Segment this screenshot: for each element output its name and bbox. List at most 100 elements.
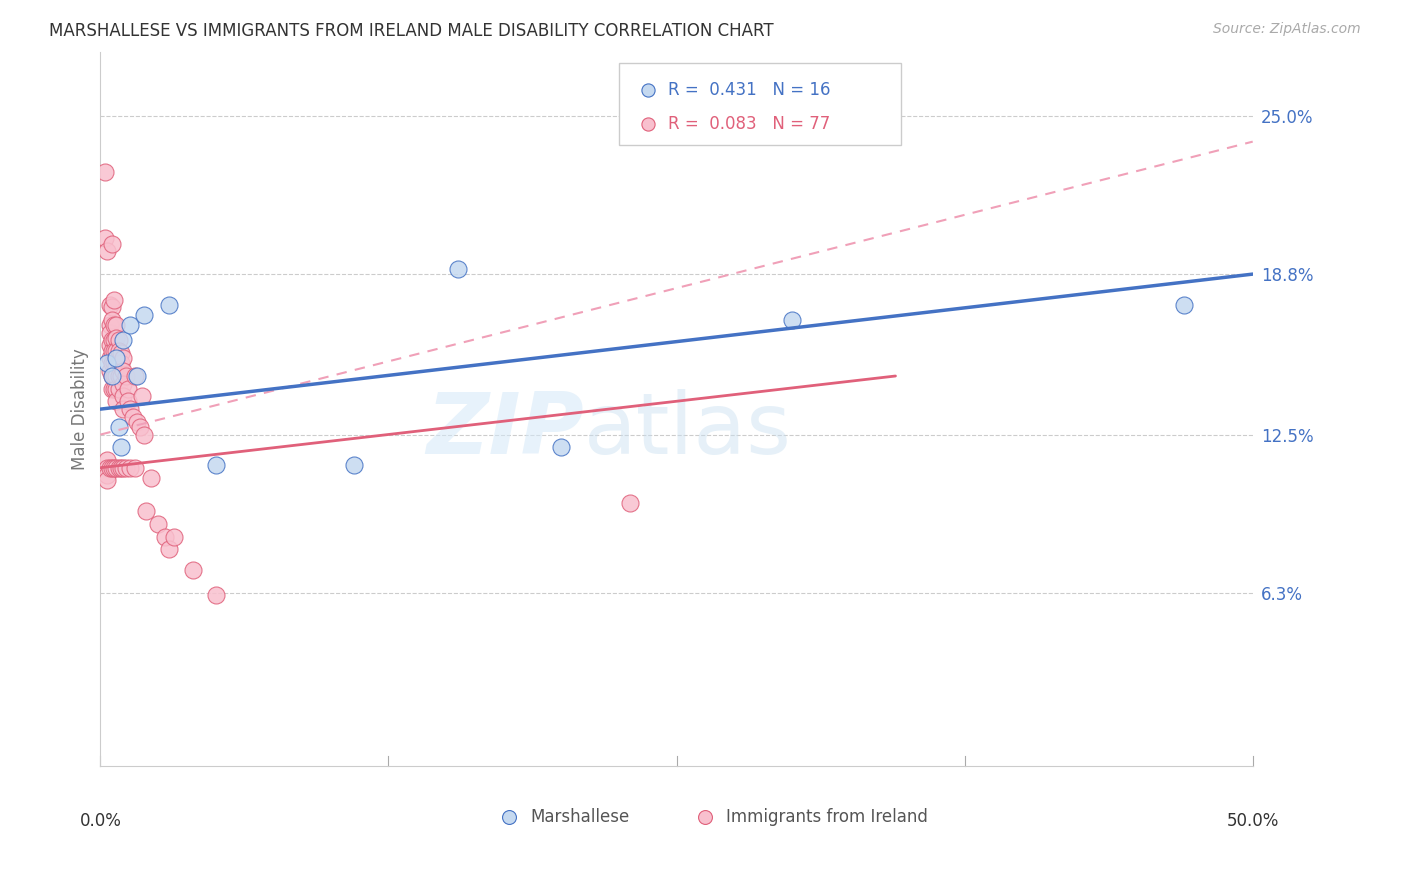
Point	[101, 369, 124, 384]
Point	[110, 356, 132, 370]
Text: MARSHALLESE VS IMMIGRANTS FROM IRELAND MALE DISABILITY CORRELATION CHART: MARSHALLESE VS IMMIGRANTS FROM IRELAND M…	[49, 22, 773, 40]
Point	[96, 453, 118, 467]
Point	[101, 313, 124, 327]
Point	[114, 460, 136, 475]
Text: ZIP: ZIP	[426, 389, 585, 472]
Point	[107, 356, 129, 370]
Point	[124, 460, 146, 475]
Point	[103, 334, 125, 348]
Point	[94, 231, 117, 245]
Point	[159, 298, 181, 312]
Point	[101, 356, 124, 370]
Point	[117, 382, 139, 396]
Text: Source: ZipAtlas.com: Source: ZipAtlas.com	[1213, 22, 1361, 37]
Point	[105, 382, 128, 396]
Point	[110, 369, 132, 384]
Point	[96, 468, 118, 483]
Point	[98, 460, 121, 475]
Point	[139, 471, 162, 485]
Point	[98, 298, 121, 312]
Point	[105, 331, 128, 345]
Point	[153, 529, 176, 543]
Text: 50.0%: 50.0%	[1226, 812, 1279, 830]
Point	[107, 343, 129, 358]
Point	[131, 389, 153, 403]
Point	[128, 420, 150, 434]
Point	[134, 427, 156, 442]
Point	[98, 351, 121, 366]
Point	[120, 318, 142, 332]
Point	[105, 369, 128, 384]
Point	[550, 441, 572, 455]
Point	[146, 516, 169, 531]
Point	[112, 334, 135, 348]
Point	[101, 334, 124, 348]
Point	[101, 343, 124, 358]
Point	[96, 356, 118, 370]
Text: Immigrants from Ireland: Immigrants from Ireland	[725, 808, 928, 826]
Point	[120, 460, 142, 475]
Point	[105, 394, 128, 409]
Point	[107, 420, 129, 434]
Point	[94, 165, 117, 179]
Point	[107, 460, 129, 475]
Point	[103, 318, 125, 332]
Point	[101, 300, 124, 314]
Point	[107, 382, 129, 396]
Point	[112, 460, 135, 475]
Point	[619, 496, 641, 510]
Point	[121, 409, 143, 424]
Point	[98, 364, 121, 378]
Point	[110, 346, 132, 360]
Point	[101, 369, 124, 384]
Point	[101, 382, 124, 396]
Point	[134, 308, 156, 322]
Point	[101, 236, 124, 251]
Point	[343, 458, 366, 472]
Point	[105, 351, 128, 366]
Point	[780, 313, 803, 327]
Point	[110, 460, 132, 475]
Point	[103, 356, 125, 370]
Point	[103, 382, 125, 396]
Point	[112, 402, 135, 417]
Point	[105, 318, 128, 332]
Point	[112, 376, 135, 391]
Text: atlas: atlas	[585, 389, 793, 472]
Point	[135, 504, 157, 518]
Point	[107, 369, 129, 384]
Point	[96, 460, 118, 475]
Text: Marshallese: Marshallese	[530, 808, 630, 826]
Point	[98, 326, 121, 340]
Point	[1173, 298, 1195, 312]
Point	[110, 441, 132, 455]
Point	[96, 474, 118, 488]
Point	[204, 458, 226, 472]
Point	[98, 338, 121, 352]
Point	[105, 460, 128, 475]
Point	[163, 529, 186, 543]
Point	[103, 293, 125, 307]
Text: 0.0%: 0.0%	[79, 812, 121, 830]
Point	[204, 588, 226, 602]
Point	[96, 244, 118, 259]
Point	[181, 563, 204, 577]
Point	[117, 394, 139, 409]
Point	[127, 369, 149, 384]
Point	[114, 369, 136, 384]
Point	[112, 351, 135, 366]
Point	[105, 343, 128, 358]
Point	[112, 364, 135, 378]
Point	[107, 334, 129, 348]
Point	[112, 389, 135, 403]
Text: R =  0.083   N = 77: R = 0.083 N = 77	[668, 115, 831, 133]
Point	[446, 262, 468, 277]
Point	[101, 460, 124, 475]
Point	[105, 359, 128, 373]
Text: R =  0.431   N = 16: R = 0.431 N = 16	[668, 80, 831, 98]
Point	[103, 369, 125, 384]
Point	[124, 369, 146, 384]
FancyBboxPatch shape	[619, 63, 901, 145]
Point	[159, 542, 181, 557]
Point	[120, 402, 142, 417]
